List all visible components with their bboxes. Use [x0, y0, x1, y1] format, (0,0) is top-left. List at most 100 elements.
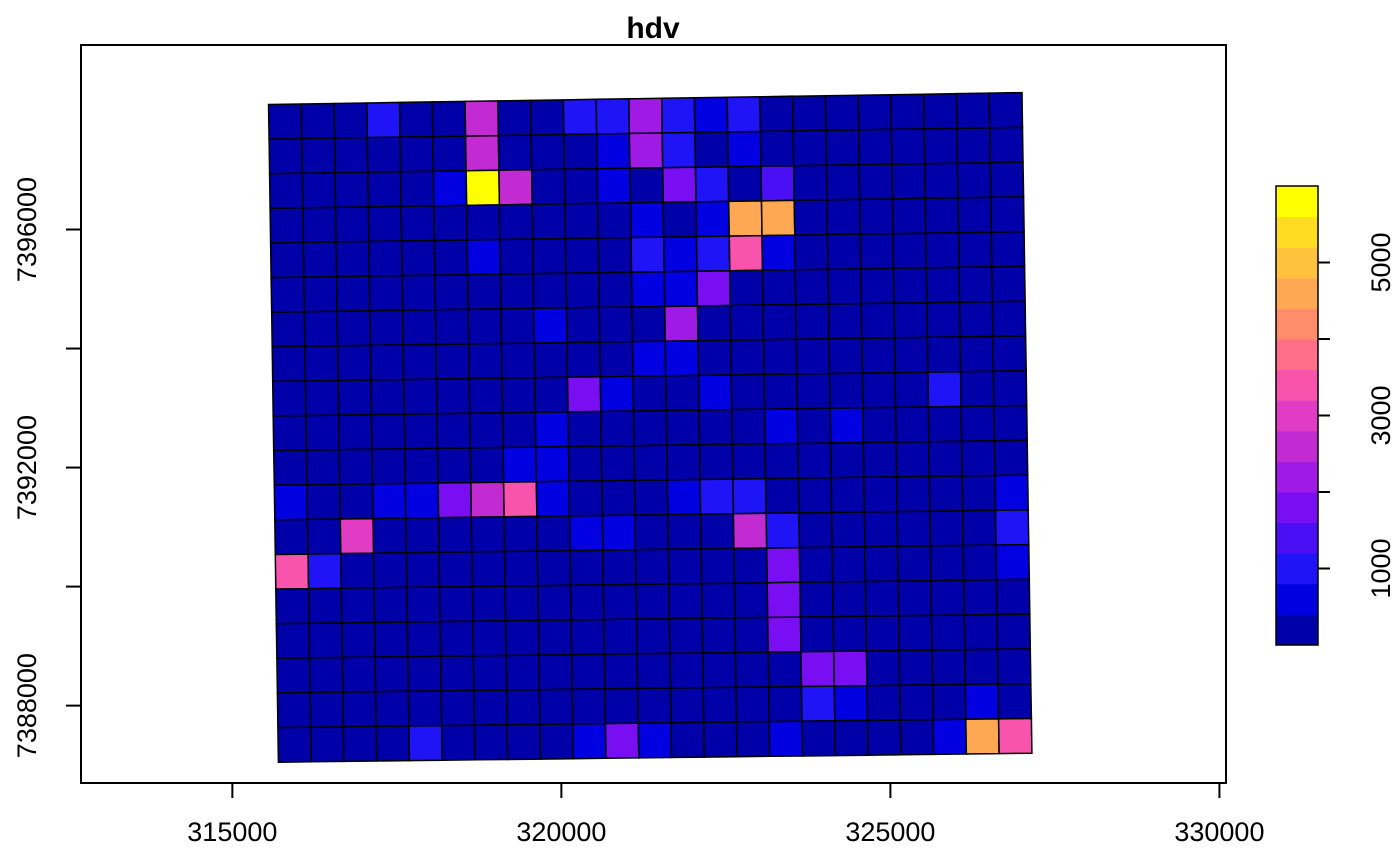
raster-cell — [565, 271, 601, 309]
raster-cell — [539, 723, 574, 760]
raster-cell — [665, 409, 701, 447]
raster-cell — [464, 134, 500, 172]
raster-cell — [829, 407, 865, 444]
raster-cell — [504, 619, 540, 657]
raster-cell — [829, 441, 865, 479]
raster-cell — [536, 549, 572, 587]
raster-cell — [695, 200, 731, 238]
raster-cell — [631, 340, 667, 378]
raster-cell — [898, 614, 933, 652]
raster-cell — [473, 724, 509, 761]
raster-cell — [762, 303, 798, 341]
raster-cell — [795, 303, 830, 341]
raster-cell — [833, 650, 868, 687]
raster-cell — [342, 690, 377, 728]
y-tick-label: 7392000 — [12, 415, 42, 520]
raster-cell — [768, 720, 804, 758]
raster-cell — [503, 550, 539, 587]
raster-cell — [832, 615, 868, 653]
raster-cell — [863, 476, 898, 513]
raster-cell — [566, 376, 602, 413]
raster-cell — [764, 477, 800, 515]
raster-cell — [964, 683, 1000, 721]
raster-cell — [698, 408, 734, 446]
raster-cell — [632, 409, 668, 447]
raster-cell — [699, 513, 735, 550]
raster-cell — [270, 310, 306, 348]
raster-cell — [439, 620, 475, 658]
raster-cell — [275, 622, 311, 660]
raster-cell — [960, 405, 996, 442]
raster-cell — [269, 207, 305, 244]
raster-cell — [859, 198, 894, 235]
raster-cell — [371, 448, 407, 485]
raster-cell — [497, 134, 533, 171]
raster-cell — [959, 370, 995, 408]
raster-cell — [439, 655, 475, 692]
raster-cell — [667, 513, 702, 551]
raster-cell — [831, 580, 867, 618]
raster-cell — [894, 371, 930, 409]
raster-cell — [800, 685, 836, 722]
raster-cell — [531, 237, 567, 275]
raster-cell — [734, 651, 770, 689]
raster-cell — [661, 166, 697, 204]
raster-cell — [892, 267, 928, 304]
raster-cell — [567, 410, 603, 448]
raster-cell — [302, 241, 338, 278]
raster-cell — [375, 725, 411, 762]
raster-cell — [603, 618, 638, 655]
raster-cell — [277, 726, 312, 763]
raster-cell — [767, 651, 803, 688]
raster-cell — [563, 133, 598, 170]
raster-cell — [600, 410, 635, 447]
raster-cell — [864, 580, 900, 617]
raster-cell — [637, 722, 673, 759]
raster-cell — [440, 689, 476, 727]
raster-cell — [994, 509, 1030, 546]
raster-cell — [571, 688, 607, 725]
raster-cell — [306, 518, 342, 555]
legend-swatch — [1276, 400, 1318, 432]
raster-cell — [961, 509, 997, 547]
raster-cell — [436, 412, 472, 450]
raster-cell — [532, 307, 568, 344]
legend-swatch — [1276, 216, 1318, 248]
y-tick-label: 7396000 — [12, 177, 42, 282]
raster-cell — [766, 581, 802, 619]
raster-cell — [701, 617, 737, 654]
raster-cell — [897, 579, 933, 617]
raster-cell — [798, 511, 833, 549]
raster-cell — [307, 552, 343, 590]
raster-cell — [400, 239, 436, 277]
raster-cell — [996, 648, 1032, 685]
raster-cell — [958, 300, 994, 338]
raster-cell — [437, 516, 473, 554]
raster-cell — [992, 370, 1028, 407]
raster-cell — [730, 373, 766, 411]
raster-cell — [473, 689, 508, 726]
raster-cell — [662, 235, 698, 273]
raster-cell — [833, 684, 869, 722]
raster-cell — [567, 445, 603, 483]
raster-cell — [267, 103, 303, 140]
raster-cell — [995, 578, 1031, 616]
raster-cell — [762, 338, 798, 376]
raster-cell — [899, 684, 934, 721]
raster-cell — [697, 374, 733, 411]
raster-cell — [798, 546, 834, 584]
raster-cell — [698, 443, 734, 481]
raster-cell — [693, 96, 729, 134]
raster-cell — [402, 378, 438, 415]
raster-cell — [300, 102, 336, 140]
raster-cell — [635, 583, 671, 620]
raster-cell — [431, 100, 467, 138]
raster-cell — [399, 135, 435, 173]
raster-cell — [336, 344, 372, 382]
raster-cell — [834, 719, 869, 757]
raster-cell — [368, 274, 404, 312]
raster-cell — [401, 309, 437, 346]
raster-cell — [471, 550, 506, 588]
x-axis: 315000 320000 325000 330000 — [187, 783, 1264, 847]
raster-cell — [825, 163, 861, 201]
